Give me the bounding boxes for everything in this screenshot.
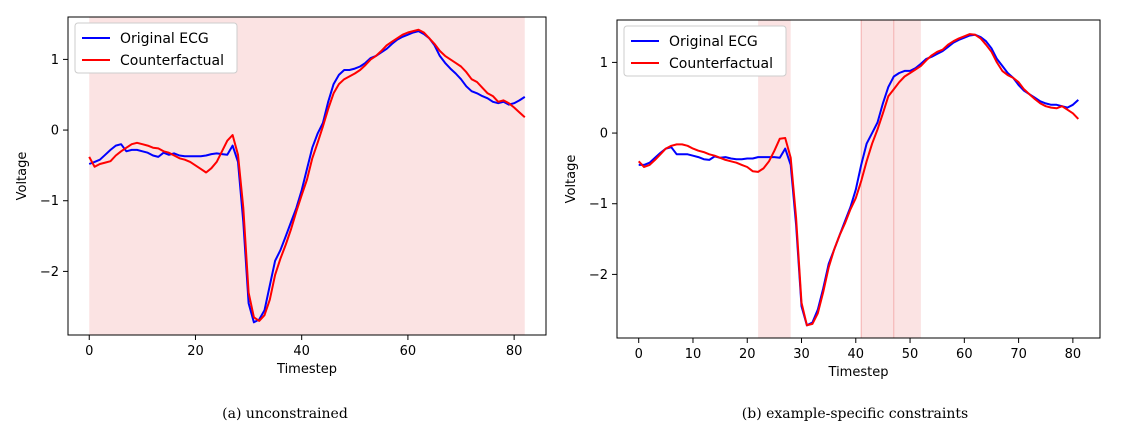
x-tick-label: 0 [635, 347, 643, 362]
legend-original-label: Original ECG [669, 34, 758, 50]
x-tick-label: 20 [187, 344, 204, 359]
x-tick-label: 40 [848, 347, 865, 362]
panel-a: 0 20 40 60 80 1 0 −1 −2 Timestep Voltage Origin… [15, 16, 547, 422]
x-tick-label: 20 [739, 347, 756, 362]
x-tick-label: 80 [1065, 347, 1082, 362]
x-axis-label: Timestep [276, 362, 337, 377]
y-tick-label: −2 [589, 268, 608, 283]
legend: Original ECG Counterfactual [74, 22, 238, 74]
y-tick-label: −1 [40, 194, 59, 209]
x-ticks: 0 10 20 30 40 50 60 70 80 [635, 338, 1082, 362]
y-tick-label: −1 [589, 197, 608, 212]
highlight-region [861, 20, 894, 338]
x-tick-label: 0 [85, 344, 93, 359]
y-tick-label: −2 [40, 265, 59, 280]
legend-counterfactual-label: Counterfactual [669, 56, 773, 72]
x-tick-label: 40 [293, 344, 310, 359]
legend-original-label: Original ECG [120, 31, 209, 47]
x-tick-label: 30 [793, 347, 810, 362]
legend-counterfactual-label: Counterfactual [120, 53, 224, 69]
panel-b: 0 10 20 30 40 50 60 70 80 10−1−2 Timestep Voltag… [564, 19, 1101, 422]
x-axis-label: Timestep [828, 365, 889, 380]
caption: (a) unconstrained [222, 406, 348, 422]
series-lines [88, 28, 526, 324]
caption: (b) example-specific constraints [742, 406, 968, 422]
x-tick-label: 50 [902, 347, 919, 362]
series-lines [637, 33, 1080, 327]
y-ticks: 1 0 −1 −2 [589, 56, 617, 283]
series-original-ecg [88, 30, 526, 324]
legend: Original ECG Counterfactual [623, 25, 787, 77]
x-tick-label: 80 [506, 344, 523, 359]
legend-box [74, 22, 238, 74]
y-ticks: 1 0 −1 −2 [40, 53, 68, 280]
plot-frame [67, 16, 547, 336]
y-axis-label: Voltage [564, 155, 579, 204]
series-counterfactual [88, 28, 526, 322]
x-tick-label: 10 [685, 347, 702, 362]
y-tick-label: 1 [600, 56, 608, 71]
x-ticks: 0 20 40 60 80 [85, 335, 522, 359]
x-tick-label: 60 [400, 344, 417, 359]
x-tick-label: 70 [1010, 347, 1027, 362]
series-original-ecg [638, 33, 1079, 327]
y-axis-label: Voltage [15, 152, 30, 201]
y-tick-label: 0 [51, 124, 59, 139]
plot-frame [616, 19, 1101, 339]
y-tick-label: 1 [51, 53, 59, 68]
x-tick-label: 60 [956, 347, 973, 362]
legend-box [623, 25, 787, 77]
series-counterfactual [637, 33, 1080, 327]
y-tick-label: 0 [600, 127, 608, 142]
